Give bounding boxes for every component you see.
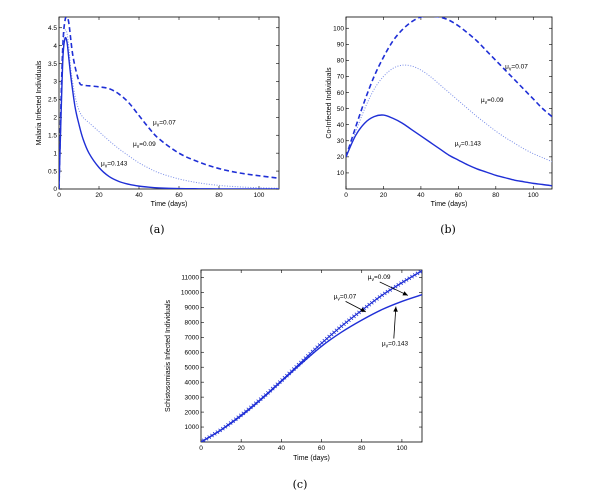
series-annotation: μv=0.09 (133, 141, 156, 150)
chart-caption-a: (a) (149, 223, 164, 236)
y-tick-label: 6000 (185, 349, 200, 356)
y-tick-label: 4000 (185, 379, 200, 386)
series-annotation: μv=0.07 (153, 120, 176, 129)
series-line-0 (201, 270, 422, 442)
chart-coinfection: 0 20 40 60 80 100 10 20 30 40 50 60 70 80 90 100 Time (d… (326, 16, 553, 236)
y-tick-label: 4.5 (48, 25, 57, 32)
series-annotation: μv=0.143 (382, 341, 409, 350)
series-marker (404, 278, 409, 282)
x-tick-label: 100 (396, 445, 407, 452)
x-tick-label: 100 (254, 192, 265, 199)
series-line-2 (346, 114, 552, 187)
x-tick-label: 80 (215, 192, 223, 199)
series-line-2 (59, 36, 279, 189)
x-tick-label: 20 (380, 192, 388, 199)
annotation-arrow-head (402, 291, 408, 296)
chart-malaria: 0 20 40 60 80 100 0 0.5 1 1.5 2 2.5 3 3.5 4 4.5 Time (da… (36, 16, 280, 236)
y-tick-label: 1.5 (48, 132, 57, 139)
y-tick-label: 2.5 (48, 97, 57, 104)
y-axis-label: Malaria Infected Individuals (36, 60, 43, 145)
series-marker (418, 270, 422, 274)
y-axis-label: Schistosomiasis Infected Individuals (165, 299, 172, 412)
y-tick-label: 3.5 (48, 61, 57, 68)
y-tick-label: 90 (337, 42, 345, 49)
series-annotation: μv=0.07 (505, 63, 528, 72)
series-line-2 (201, 294, 422, 442)
y-tick-label: 50 (337, 106, 345, 113)
y-tick-label: 2000 (185, 409, 200, 416)
x-tick-label: 20 (238, 445, 246, 452)
y-tick-label: 0.5 (48, 168, 57, 175)
chart-schistosomiasis: 0 20 40 60 80 100 1000 2000 3000 4000 5000 6000 7000… (165, 269, 423, 491)
y-tick-label: 10000 (181, 290, 199, 297)
series-annotation: μv=0.07 (334, 293, 357, 302)
x-tick-label: 0 (199, 445, 203, 452)
y-tick-label: 9000 (185, 305, 200, 312)
series-marker (393, 284, 398, 289)
y-tick-label: 1 (53, 150, 57, 157)
x-tick-label: 40 (278, 445, 286, 452)
series-annotation: μv=0.09 (368, 274, 391, 283)
x-tick-label: 80 (358, 445, 366, 452)
y-tick-label: 4 (53, 43, 57, 50)
x-tick-label: 60 (318, 445, 326, 452)
series-line-0 (346, 17, 552, 158)
y-tick-label: 100 (333, 25, 344, 32)
y-tick-label: 0 (53, 186, 57, 193)
series-line-1 (346, 64, 552, 163)
x-tick-label: 40 (417, 192, 425, 199)
x-tick-label: 60 (455, 192, 463, 199)
annotation-arrow-shaft (393, 306, 397, 339)
plot-frame (345, 16, 553, 190)
series-line-1 (201, 270, 422, 442)
chart-caption-b: (b) (440, 223, 456, 236)
plot-frame (58, 16, 280, 190)
annotation-arrow-head (393, 306, 398, 312)
y-tick-label: 80 (337, 58, 345, 65)
y-tick-label: 20 (337, 154, 345, 161)
y-tick-label: 40 (337, 122, 345, 129)
y-tick-label: 8000 (185, 320, 200, 327)
y-tick-label: 5000 (185, 364, 200, 371)
series-annotation: μv=0.143 (101, 161, 128, 170)
series-line-0 (59, 17, 279, 189)
y-tick-label: 1000 (185, 424, 200, 431)
y-tick-label: 7000 (185, 335, 200, 342)
x-tick-label: 0 (57, 192, 61, 199)
y-tick-label: 30 (337, 138, 345, 145)
y-tick-label: 60 (337, 90, 345, 97)
x-axis-label: Time (days) (151, 201, 188, 208)
x-tick-label: 80 (492, 192, 500, 199)
x-tick-label: 60 (175, 192, 183, 199)
y-tick-label: 2 (53, 115, 57, 122)
series-line-1 (59, 29, 279, 189)
plot-frame (200, 269, 423, 443)
x-tick-label: 0 (344, 192, 348, 199)
series-annotation: μv=0.09 (481, 97, 504, 106)
y-tick-label: 70 (337, 74, 345, 81)
series-annotation: μv=0.143 (455, 141, 482, 150)
x-axis-label: Time (days) (431, 201, 468, 208)
x-tick-label: 100 (528, 192, 539, 199)
x-tick-label: 20 (95, 192, 103, 199)
x-axis-label: Time (days) (293, 455, 330, 462)
x-tick-label: 40 (135, 192, 143, 199)
y-tick-label: 10 (337, 170, 345, 177)
chart-caption-c: (c) (293, 478, 308, 491)
y-tick-label: 11000 (181, 275, 199, 282)
annotation-arrow-shaft (379, 281, 409, 296)
annotation-arrow-head (360, 307, 366, 312)
y-tick-label: 3 (53, 79, 57, 86)
y-tick-label: 3000 (185, 394, 200, 401)
y-axis-label: Co-Infected Individuals (326, 67, 333, 139)
